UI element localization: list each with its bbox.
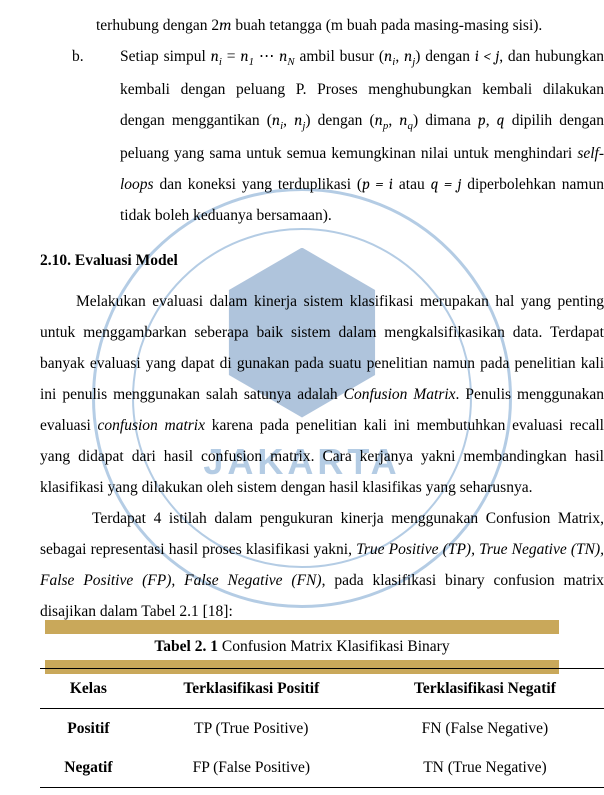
table-header: Kelas <box>40 668 137 708</box>
table-caption: Tabel 2. 1 Confusion Matrix Klasifikasi … <box>0 631 604 662</box>
table-header: Terklasifikasi Negatif <box>366 668 604 708</box>
list-item-b: b.Setiap simpul ni = n1 ⋯ nN ambil busur… <box>24 41 604 231</box>
table-header-row: Kelas Terklasifikasi Positif Terklasifik… <box>40 668 604 708</box>
table-cell: TP (True Positive) <box>137 708 366 748</box>
list-item-a-cont: terhubung dengan 2m buah tetangga (m bua… <box>0 10 604 41</box>
table-cell: Negatif <box>40 748 137 788</box>
table-cell: TN (True Negative) <box>366 748 604 788</box>
page-content: terhubung dengan 2m buah tetangga (m bua… <box>0 10 604 788</box>
table-row: Negatif FP (False Positive) TN (True Neg… <box>40 748 604 788</box>
table-cell: FN (False Negative) <box>366 708 604 748</box>
section-heading: 2.10. Evaluasi Model <box>0 245 604 276</box>
table-row: Positif TP (True Positive) FN (False Neg… <box>40 708 604 748</box>
list-marker: b. <box>96 41 120 72</box>
paragraph-2: Terdapat 4 istilah dalam pengukuran kine… <box>0 503 604 627</box>
table-cell: Positif <box>40 708 137 748</box>
paragraph-1: Melakukan evaluasi dalam kinerja sistem … <box>0 286 604 503</box>
confusion-matrix-table: Kelas Terklasifikasi Positif Terklasifik… <box>40 668 604 788</box>
table-cell: FP (False Positive) <box>137 748 366 788</box>
table-header: Terklasifikasi Positif <box>137 668 366 708</box>
